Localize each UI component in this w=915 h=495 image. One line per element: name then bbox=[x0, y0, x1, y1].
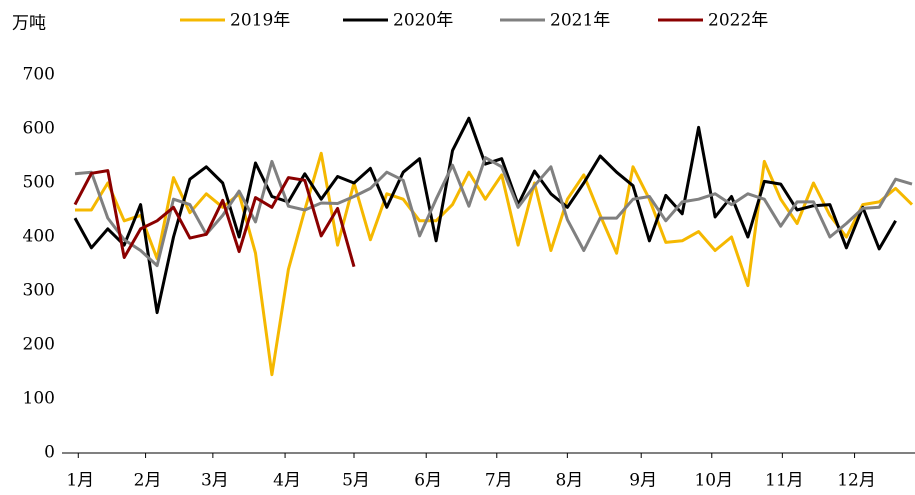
y-tick-label: 600 bbox=[23, 119, 55, 139]
x-tick-label: 8月 bbox=[555, 471, 583, 491]
series-line bbox=[74, 156, 913, 268]
legend-label: 2022年 bbox=[708, 11, 768, 31]
series-line bbox=[73, 116, 897, 315]
y-tick-label: 500 bbox=[23, 173, 55, 193]
series-line bbox=[73, 169, 356, 268]
x-tick-label: 4月 bbox=[273, 471, 301, 491]
x-tick-label: 10月 bbox=[694, 471, 733, 491]
y-tick-label: 0 bbox=[44, 443, 55, 463]
x-tick-label: 9月 bbox=[629, 471, 657, 491]
x-tick-label: 3月 bbox=[201, 471, 229, 491]
x-tick-label: 2月 bbox=[134, 471, 162, 491]
x-tick-label: 11月 bbox=[765, 471, 804, 491]
x-tick-label: 6月 bbox=[414, 471, 442, 491]
y-tick-label: 400 bbox=[23, 227, 55, 247]
legend-label: 2019年 bbox=[230, 11, 290, 31]
y-tick-label: 700 bbox=[23, 65, 55, 85]
y-tick-label: 100 bbox=[23, 389, 55, 409]
x-tick-label: 1月 bbox=[66, 471, 94, 491]
y-tick-label: 300 bbox=[23, 281, 55, 301]
x-tick-label: 7月 bbox=[485, 471, 513, 491]
series-line bbox=[75, 151, 914, 377]
x-tick-label: 12月 bbox=[837, 471, 876, 491]
legend-label: 2020年 bbox=[393, 11, 453, 31]
legend-label: 2021年 bbox=[550, 11, 610, 31]
y-tick-label: 200 bbox=[23, 335, 55, 355]
y-axis-label: 万吨 bbox=[12, 14, 46, 34]
x-tick-label: 5月 bbox=[342, 471, 370, 491]
